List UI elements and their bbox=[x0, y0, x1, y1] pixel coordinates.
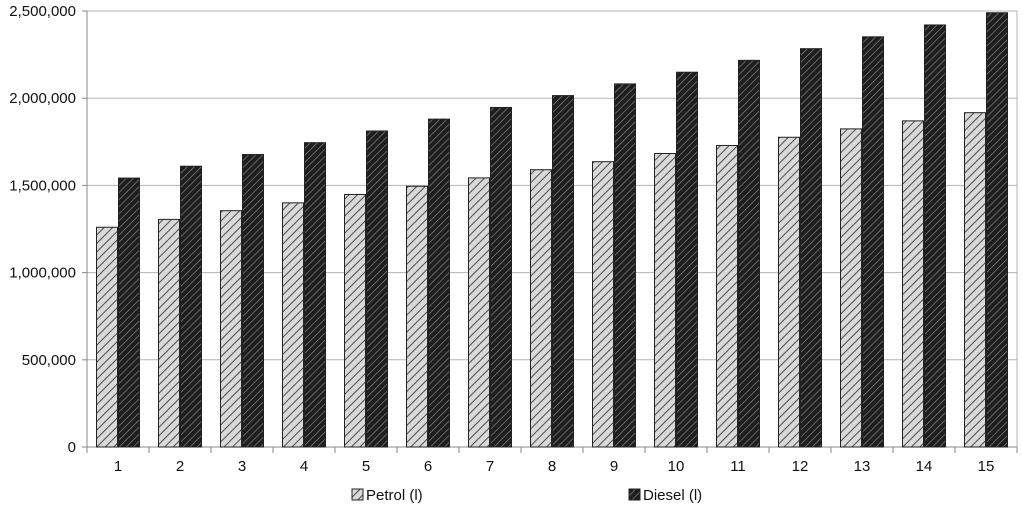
bar-petrol bbox=[96, 226, 118, 448]
bar-diesel bbox=[924, 24, 946, 448]
bar-diesel bbox=[490, 106, 512, 448]
bar-petrol bbox=[530, 169, 552, 448]
y-tick-label: 0 bbox=[68, 439, 76, 456]
x-tick-label: 10 bbox=[668, 458, 685, 475]
bar-diesel bbox=[614, 83, 636, 448]
bar-diesel bbox=[800, 48, 822, 448]
bar-petrol bbox=[406, 185, 428, 448]
x-tick-label: 1 bbox=[114, 458, 122, 475]
bar-petrol bbox=[716, 144, 738, 448]
bar-petrol bbox=[778, 136, 800, 448]
bar-petrol bbox=[468, 177, 490, 448]
x-tick-label: 7 bbox=[486, 458, 494, 475]
x-tick-label: 13 bbox=[854, 458, 871, 475]
legend-swatch-petrol bbox=[351, 488, 364, 501]
bar-diesel bbox=[738, 59, 760, 448]
x-tick-label: 9 bbox=[610, 458, 618, 475]
y-tick-label: 1,500,000 bbox=[9, 177, 76, 194]
y-tick-label: 2,500,000 bbox=[9, 3, 76, 20]
x-tick-label: 4 bbox=[300, 458, 308, 475]
x-tick-label: 14 bbox=[916, 458, 933, 475]
bar-petrol bbox=[902, 120, 924, 448]
legend-swatch-diesel bbox=[628, 488, 641, 501]
bar-petrol bbox=[654, 152, 676, 448]
bar-petrol bbox=[158, 218, 180, 448]
bar-diesel bbox=[242, 154, 264, 448]
x-tick-label: 2 bbox=[176, 458, 184, 475]
y-tick-label: 500,000 bbox=[22, 352, 76, 369]
x-tick-label: 6 bbox=[424, 458, 432, 475]
bar-diesel bbox=[180, 165, 202, 448]
x-tick-label: 12 bbox=[792, 458, 809, 475]
bar-petrol bbox=[964, 112, 986, 448]
bar-diesel bbox=[304, 142, 326, 448]
bar-diesel bbox=[118, 177, 140, 448]
x-tick-label: 15 bbox=[978, 458, 995, 475]
legend-label-petrol: Petrol (l) bbox=[366, 487, 423, 504]
bar-petrol bbox=[282, 202, 304, 448]
x-tick-label: 5 bbox=[362, 458, 370, 475]
y-tick-label: 1,000,000 bbox=[9, 265, 76, 282]
x-tick-label: 11 bbox=[730, 458, 746, 475]
bars bbox=[96, 12, 1008, 448]
bar-petrol bbox=[840, 128, 862, 448]
tick-labels: 0 500,000 1,000,000 1,500,000 2,000,000 2,500… bbox=[9, 3, 994, 475]
bar-diesel bbox=[676, 71, 698, 448]
bar-petrol bbox=[344, 193, 366, 448]
x-tick-label: 8 bbox=[548, 458, 556, 475]
x-tick-label: 3 bbox=[238, 458, 246, 475]
bar-diesel bbox=[552, 95, 574, 448]
y-tick-label: 2,000,000 bbox=[9, 90, 76, 107]
legend: Petrol (l) Diesel (l) bbox=[351, 487, 702, 504]
bar-diesel bbox=[986, 12, 1008, 448]
bar-diesel bbox=[862, 36, 884, 448]
bar-diesel bbox=[428, 118, 450, 448]
bar-petrol bbox=[220, 210, 242, 448]
legend-label-diesel: Diesel (l) bbox=[643, 487, 702, 504]
bar-petrol bbox=[592, 161, 614, 448]
bar-diesel bbox=[366, 130, 388, 448]
